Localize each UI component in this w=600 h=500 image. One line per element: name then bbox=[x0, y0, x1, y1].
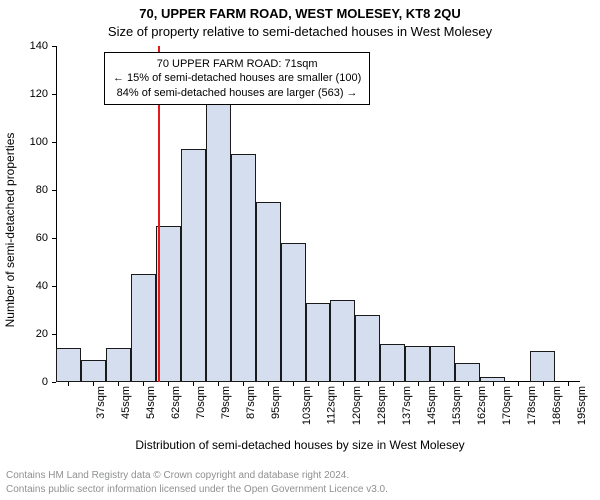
x-tick-mark bbox=[193, 382, 194, 386]
y-tick-label: 120 bbox=[12, 88, 56, 100]
y-tick-mark bbox=[52, 46, 56, 47]
y-tick-mark bbox=[52, 286, 56, 287]
histogram-bar bbox=[530, 351, 555, 382]
x-tick-label: 170sqm bbox=[501, 386, 513, 425]
y-tick-mark bbox=[52, 334, 56, 335]
histogram-bar bbox=[181, 149, 206, 382]
histogram-bar bbox=[405, 346, 430, 382]
histogram-bar bbox=[131, 274, 156, 382]
histogram-bar bbox=[231, 154, 256, 382]
x-tick-mark bbox=[493, 382, 494, 386]
x-tick-mark bbox=[93, 382, 94, 386]
histogram-bar bbox=[355, 315, 380, 382]
y-tick-mark bbox=[52, 142, 56, 143]
x-tick-mark bbox=[118, 382, 119, 386]
x-tick-mark bbox=[143, 382, 144, 386]
x-tick-label: 70sqm bbox=[195, 386, 207, 419]
chart-container: 70, UPPER FARM ROAD, WEST MOLESEY, KT8 2… bbox=[0, 0, 600, 500]
x-tick-label: 153sqm bbox=[451, 386, 463, 425]
histogram-bar bbox=[306, 303, 331, 382]
x-tick-mark bbox=[268, 382, 269, 386]
y-tick-mark bbox=[52, 238, 56, 239]
x-tick-mark bbox=[418, 382, 419, 386]
x-tick-mark bbox=[68, 382, 69, 386]
x-tick-mark bbox=[293, 382, 294, 386]
footer-attribution: Contains HM Land Registry data © Crown c… bbox=[6, 469, 388, 496]
annotation-line3: 84% of semi-detached houses are larger (… bbox=[113, 86, 361, 100]
y-tick-label: 80 bbox=[12, 184, 56, 196]
x-tick-label: 145sqm bbox=[426, 386, 438, 425]
x-tick-mark bbox=[518, 382, 519, 386]
y-tick-label: 140 bbox=[12, 40, 56, 52]
x-tick-label: 128sqm bbox=[376, 386, 388, 425]
x-tick-label: 79sqm bbox=[220, 386, 232, 419]
annotation-box: 70 UPPER FARM ROAD: 71sqm ← 15% of semi-… bbox=[104, 52, 370, 105]
histogram-bar bbox=[56, 348, 81, 382]
x-tick-mark bbox=[468, 382, 469, 386]
x-tick-label: 95sqm bbox=[270, 386, 282, 419]
x-tick-mark bbox=[343, 382, 344, 386]
histogram-bar bbox=[455, 363, 480, 382]
x-tick-label: 45sqm bbox=[120, 386, 132, 419]
x-axis-label: Distribution of semi-detached houses by … bbox=[0, 438, 600, 452]
x-tick-mark bbox=[318, 382, 319, 386]
y-tick-label: 100 bbox=[12, 136, 56, 148]
x-tick-label: 195sqm bbox=[576, 386, 588, 425]
x-tick-label: 62sqm bbox=[170, 386, 182, 419]
footer-line2: Contains public sector information licen… bbox=[6, 483, 388, 497]
histogram-bar bbox=[430, 346, 455, 382]
x-tick-label: 137sqm bbox=[401, 386, 413, 425]
x-tick-mark bbox=[168, 382, 169, 386]
x-tick-label: 103sqm bbox=[301, 386, 313, 425]
y-tick-mark bbox=[52, 382, 56, 383]
histogram-bar bbox=[380, 344, 405, 382]
histogram-bar bbox=[256, 202, 281, 382]
histogram-bar bbox=[81, 360, 106, 382]
footer-line1: Contains HM Land Registry data © Crown c… bbox=[6, 469, 388, 483]
annotation-line1: 70 UPPER FARM ROAD: 71sqm bbox=[113, 57, 361, 71]
y-tick-mark bbox=[52, 94, 56, 95]
x-tick-label: 186sqm bbox=[551, 386, 563, 425]
annotation-line2: ← 15% of semi-detached houses are smalle… bbox=[113, 71, 361, 85]
y-tick-label: 20 bbox=[12, 328, 56, 340]
x-tick-mark bbox=[243, 382, 244, 386]
chart-title-address: 70, UPPER FARM ROAD, WEST MOLESEY, KT8 2… bbox=[0, 6, 600, 21]
y-tick-label: 0 bbox=[12, 376, 56, 388]
x-tick-mark bbox=[543, 382, 544, 386]
histogram-bar bbox=[281, 243, 306, 382]
plot-area: 70 UPPER FARM ROAD: 71sqm ← 15% of semi-… bbox=[56, 46, 580, 382]
y-tick-mark bbox=[52, 190, 56, 191]
x-tick-label: 112sqm bbox=[325, 386, 337, 424]
x-tick-label: 54sqm bbox=[145, 386, 157, 419]
histogram-bar bbox=[330, 300, 355, 382]
histogram-bar bbox=[106, 348, 131, 382]
x-tick-mark bbox=[443, 382, 444, 386]
x-tick-mark bbox=[393, 382, 394, 386]
x-tick-label: 120sqm bbox=[351, 386, 363, 425]
y-tick-label: 40 bbox=[12, 280, 56, 292]
x-tick-label: 162sqm bbox=[476, 386, 488, 425]
x-tick-mark bbox=[368, 382, 369, 386]
y-axis-label: Number of semi-detached properties bbox=[3, 133, 17, 328]
x-tick-label: 178sqm bbox=[526, 386, 538, 425]
x-tick-mark bbox=[218, 382, 219, 386]
y-axis-line bbox=[56, 46, 57, 382]
chart-title-subtitle: Size of property relative to semi-detach… bbox=[0, 24, 600, 39]
x-tick-label: 87sqm bbox=[245, 386, 257, 419]
x-tick-label: 37sqm bbox=[96, 386, 108, 419]
y-tick-label: 60 bbox=[12, 232, 56, 244]
x-tick-mark bbox=[568, 382, 569, 386]
histogram-bar bbox=[206, 104, 231, 382]
